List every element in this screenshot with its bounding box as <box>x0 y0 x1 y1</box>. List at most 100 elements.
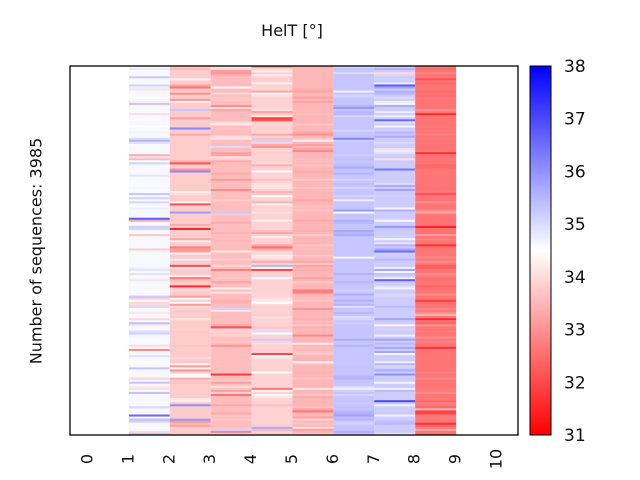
heatmap-cell <box>292 133 334 136</box>
heatmap-cell <box>210 258 252 262</box>
heatmap-cell <box>374 236 416 239</box>
heatmap-cell <box>333 121 375 124</box>
heatmap-cell <box>374 117 416 120</box>
heatmap-cell <box>210 211 252 214</box>
heatmap-cell <box>251 381 293 385</box>
heatmap-cell <box>333 250 375 253</box>
heatmap-cell <box>169 334 211 337</box>
heatmap-cell <box>169 303 211 307</box>
heatmap-cell <box>169 88 211 91</box>
heatmap-cell <box>292 268 334 272</box>
heatmap-cell <box>210 98 252 102</box>
colorbar-tick-label: 38 <box>564 57 586 77</box>
heatmap-cell <box>128 195 170 198</box>
heatmap-cell <box>251 394 293 397</box>
heatmap-cell <box>210 246 252 249</box>
heatmap-cell <box>128 148 170 151</box>
heatmap-cell <box>128 107 170 110</box>
heatmap-cell <box>210 297 252 300</box>
x-tick-label: 4 <box>241 454 260 464</box>
heatmap-cell <box>292 260 334 264</box>
heatmap-cell <box>333 277 375 280</box>
heatmap-cell <box>333 72 375 75</box>
heatmap-cell <box>169 252 211 255</box>
heatmap-cell <box>169 176 211 180</box>
heatmap-cell <box>415 162 457 165</box>
heatmap-cell <box>210 363 252 366</box>
heatmap-cell <box>210 373 252 376</box>
heatmap-cell <box>128 94 170 98</box>
heatmap-cell <box>169 236 211 239</box>
heatmap-cell <box>415 287 457 290</box>
heatmap-cell <box>292 328 334 331</box>
heatmap-cell <box>415 332 457 335</box>
heatmap-cell <box>374 213 416 216</box>
heatmap-cell <box>292 363 334 366</box>
heatmap-cell <box>128 123 170 126</box>
heatmap-cell <box>169 307 211 311</box>
heatmap-cell <box>169 223 211 227</box>
heatmap-cell <box>374 318 416 321</box>
heatmap-cell <box>210 381 252 385</box>
heatmap-cell <box>292 365 334 368</box>
heatmap-cell <box>292 168 334 171</box>
heatmap-cell <box>128 396 170 399</box>
heatmap-cell <box>333 238 375 241</box>
heatmap-cell <box>333 174 375 177</box>
heatmap-cell <box>251 160 293 163</box>
heatmap-cell <box>210 102 252 106</box>
heatmap-cell <box>128 375 170 378</box>
heatmap-cell <box>169 201 211 204</box>
heatmap-cell <box>333 396 375 399</box>
heatmap-cell <box>128 141 170 145</box>
heatmap-cell <box>251 406 293 409</box>
heatmap-cell <box>292 160 334 163</box>
heatmap-cell <box>128 268 170 272</box>
heatmap-cell <box>374 102 416 106</box>
heatmap-cell <box>333 289 375 292</box>
heatmap-cell <box>415 145 457 149</box>
heatmap-cell <box>210 348 252 352</box>
heatmap-cell <box>251 96 293 100</box>
heatmap-cell <box>210 111 252 114</box>
heatmap-cell <box>415 385 457 389</box>
heatmap-cell <box>128 109 170 112</box>
heatmap-cell <box>169 262 211 266</box>
heatmap-cell <box>251 336 293 339</box>
heatmap-cell <box>128 100 170 104</box>
heatmap-cell <box>210 326 252 329</box>
heatmap-cell <box>374 328 416 331</box>
heatmap-cell <box>292 320 334 323</box>
heatmap-cell <box>292 299 334 303</box>
heatmap-cell <box>128 307 170 311</box>
heatmap-cell <box>292 324 334 327</box>
heatmap-cell <box>415 406 457 409</box>
heatmap-cell <box>292 361 334 364</box>
heatmap-cell <box>374 166 416 169</box>
heatmap-cell <box>251 324 293 327</box>
heatmap-cell <box>169 426 211 430</box>
heatmap-cell <box>251 166 293 169</box>
heatmap-cell <box>128 406 170 409</box>
heatmap-cell <box>333 221 375 225</box>
heatmap-cell <box>333 164 375 167</box>
heatmap-cell <box>292 240 334 243</box>
heatmap-cell <box>251 172 293 175</box>
heatmap-cell <box>415 432 457 436</box>
heatmap-cell <box>415 174 457 177</box>
heatmap-cell <box>374 410 416 413</box>
heatmap-cell <box>128 135 170 139</box>
heatmap-cell <box>292 70 334 73</box>
heatmap-cell <box>333 139 375 143</box>
plot-frame <box>69 65 519 436</box>
heatmap-cell <box>292 400 334 403</box>
heatmap-cell <box>374 373 416 376</box>
heatmap-cell <box>128 377 170 380</box>
heatmap-cell <box>251 191 293 194</box>
heatmap-cell <box>169 207 211 210</box>
heatmap-cell <box>374 209 416 212</box>
heatmap-cell <box>415 254 457 257</box>
heatmap-cell <box>333 182 375 186</box>
heatmap-cell <box>210 350 252 354</box>
heatmap-cell <box>333 100 375 104</box>
